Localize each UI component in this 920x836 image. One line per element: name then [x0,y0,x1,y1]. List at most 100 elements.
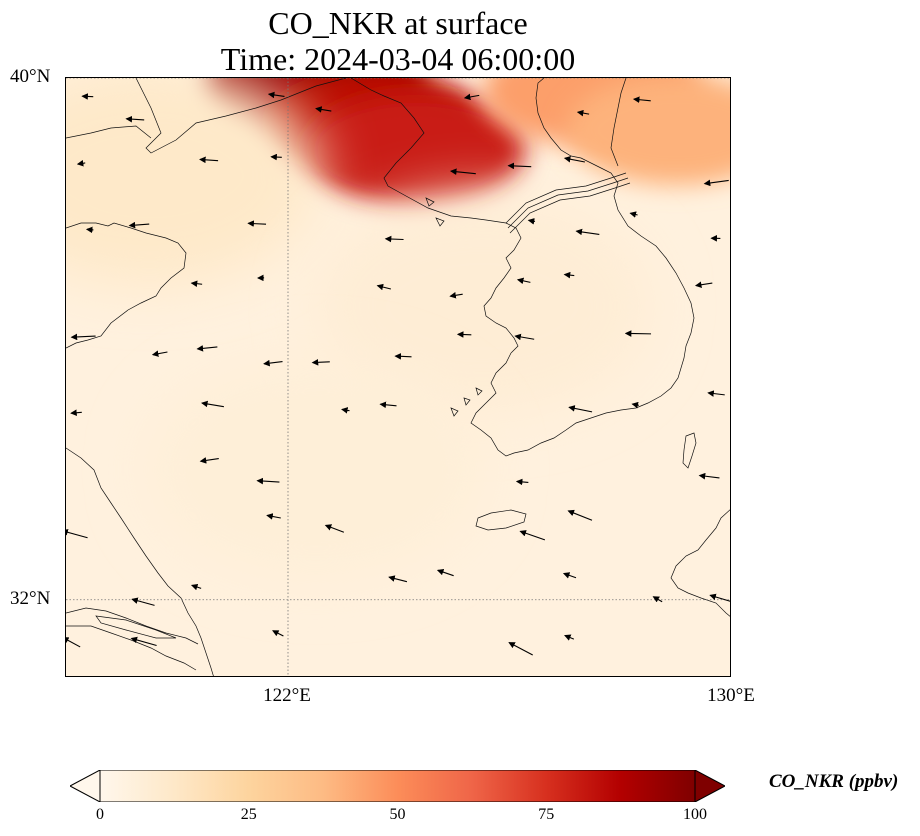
wind-arrow [449,168,476,175]
colorbar-extend-low [68,769,101,803]
wind-arrow [311,359,330,366]
coastlines [66,78,730,676]
coastline-yangtze-north [66,607,199,645]
wind-arrow [515,478,529,486]
wind-arrow [508,642,533,656]
wind-arrow [652,596,663,603]
gridlines [66,78,730,676]
border-lines [505,172,631,234]
colorbar [68,769,727,803]
colorbar-extend-high [694,769,727,803]
map-panel [65,77,731,677]
field-hotspot [145,359,486,580]
colorbar-tick-label: 100 [683,806,707,823]
coastline-liaodong [135,78,347,154]
wind-arrow [199,156,219,164]
colorbar-tick-label: 0 [96,806,104,823]
coastline-liaodong-east [350,78,507,224]
wind-arrow [151,350,168,357]
wind-arrow [507,162,532,170]
wind-arrow [324,524,345,533]
wind-arrow [567,509,593,521]
wind-arrow [563,271,575,279]
wind-arrow [125,115,145,123]
colorbar-gradient [99,769,696,803]
islands-west-sea [425,197,483,417]
island-chongming [95,615,177,639]
wind-arrow [76,159,86,167]
wind-arrow [709,593,730,602]
wind-arrow [128,221,150,229]
wind-arrow [632,96,651,103]
wind-arrow [267,91,285,99]
coastline-bohai-north [66,125,152,139]
wind-arrow [379,401,397,409]
field-hotspot [305,94,526,205]
map-canvas [66,78,730,676]
wind-vectors [66,91,730,656]
wind-arrow [376,283,392,291]
map-subtitle-time: Time: 2024-03-04 06:00:00 [220,41,576,77]
wind-arrow [449,292,463,299]
island-jeju [475,509,527,531]
wind-arrow [563,155,585,163]
wind-arrow [576,109,590,117]
wind-arrow [256,477,280,485]
wind-arrow [266,513,281,520]
wind-arrow [190,583,202,591]
wind-arrow [66,529,88,539]
concentration-field [66,78,730,580]
coastline-yangtze-south [66,625,197,671]
wind-arrow [436,568,454,577]
wind-arrow [66,637,81,648]
wind-arrow [514,333,535,341]
wind-arrow [199,457,219,464]
coastline-shandong [66,222,187,349]
map-title: CO_NKR at surface [268,5,528,41]
lon-tick-label: 122°E [263,685,311,706]
wind-arrow [694,281,713,288]
wind-arrow [456,331,472,338]
coastline-jiangsu [66,447,214,676]
wind-arrow [568,405,593,413]
wind-arrow [562,572,577,579]
wind-arrow [527,218,536,225]
wind-arrow [519,530,546,541]
wind-arrow [516,277,531,285]
wind-arrow [629,211,638,218]
field-hotspot [312,196,653,417]
lat-tick-label: 40°N [10,66,51,87]
wind-arrow [263,359,283,367]
wind-arrow [190,280,203,287]
wind-arrow [70,409,82,417]
wind-arrow [130,636,157,647]
coastline-kyushu [670,509,730,617]
coastline-nk-east [610,78,627,167]
colorbar-tick-label: 75 [538,806,555,823]
field-hotspot [566,78,730,186]
wind-arrow [703,179,729,187]
colorbar-label: CO_NKR (ppbv) [769,771,899,792]
coastline-nk-west [483,222,522,354]
wind-arrow [564,634,575,641]
wind-arrow [201,400,224,408]
wind-arrow [315,106,332,113]
wind-arrow [698,472,720,480]
lon-tick-label: 130°E [707,685,755,706]
colorbar-tick-label: 50 [389,806,406,823]
wind-arrow [388,575,408,583]
island-tsushima [682,432,697,469]
wind-arrow [196,345,218,352]
wind-arrow [631,401,639,409]
field-hotspot [66,78,320,286]
wind-arrow [384,235,404,243]
wind-arrow [707,390,725,397]
wind-arrow [272,630,284,637]
wind-arrow [81,93,94,100]
wind-arrow [70,333,96,341]
wind-arrow [463,93,480,101]
wind-arrow [341,407,350,414]
colorbar-tick-label: 25 [240,806,257,823]
wind-arrow [575,228,600,236]
wind-arrow [131,597,155,606]
